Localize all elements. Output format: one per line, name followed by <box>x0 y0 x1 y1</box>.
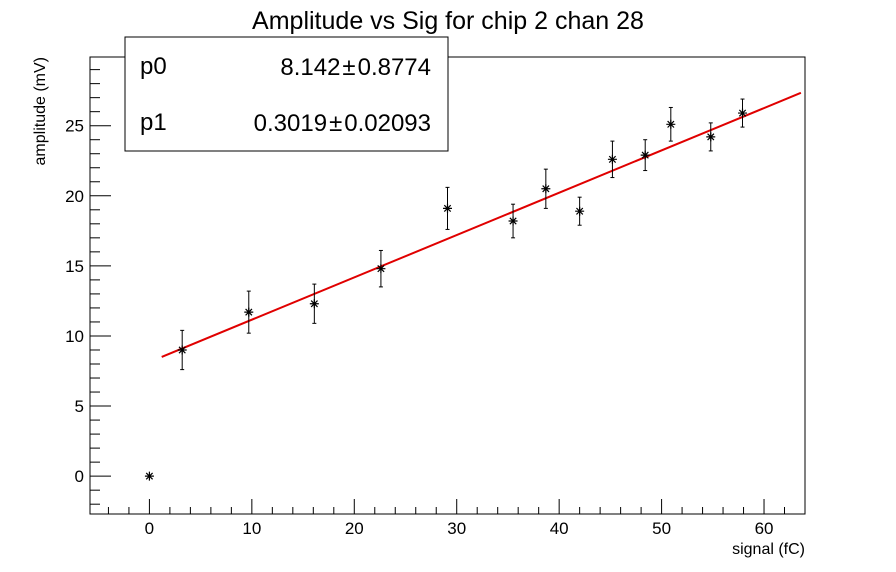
data-point <box>508 203 518 239</box>
star-marker <box>144 471 154 481</box>
data-point <box>244 290 254 334</box>
star-marker <box>738 108 748 118</box>
fit-line-layer <box>161 91 802 358</box>
data-point <box>575 196 585 226</box>
data-point <box>177 329 187 371</box>
data-point <box>541 168 551 209</box>
x-tick-label: 10 <box>242 519 261 538</box>
x-axis-label: signal (fC) <box>732 541 805 558</box>
y-tick-label: 10 <box>65 327 84 346</box>
data-point <box>640 139 650 172</box>
star-marker <box>508 216 518 226</box>
stat-p0-value: 8.142±0.8774 <box>280 54 431 81</box>
data-point <box>309 283 319 324</box>
star-marker <box>177 345 187 355</box>
x-tick-label: 30 <box>447 519 466 538</box>
y-axis-label: amplitude (mV) <box>32 57 49 165</box>
stat-p1-value: 0.3019±0.02093 <box>254 110 431 137</box>
star-marker <box>706 132 716 142</box>
star-marker <box>607 154 617 164</box>
y-tick-label: 20 <box>65 187 84 206</box>
stats-box-frame <box>124 36 449 152</box>
chart-title: Amplitude vs Sig for chip 2 chan 28 <box>252 7 644 35</box>
star-marker <box>541 184 551 194</box>
x-tick-label: 40 <box>550 519 569 538</box>
data-point <box>144 471 154 481</box>
star-marker <box>244 307 254 317</box>
star-marker <box>640 150 650 160</box>
data-point <box>738 98 748 128</box>
x-tick-label: 0 <box>145 519 154 538</box>
fit-line <box>161 91 802 358</box>
y-tick-label: 5 <box>75 397 84 416</box>
x-axis: 0 10 20 30 40 50 60 <box>107 499 806 538</box>
x-tick-label: 50 <box>652 519 671 538</box>
y-tick-label: 0 <box>75 467 84 486</box>
x-tick-label: 60 <box>755 519 774 538</box>
y-tick-label: 15 <box>65 257 84 276</box>
star-marker <box>666 119 676 129</box>
y-tick-label: 25 <box>65 117 84 136</box>
star-marker <box>443 203 452 213</box>
data-point <box>607 140 617 179</box>
data-point <box>666 106 676 142</box>
data-point <box>706 122 716 152</box>
data-point <box>443 186 452 230</box>
star-marker <box>309 299 319 309</box>
stat-p1-name: p1 <box>140 109 167 136</box>
star-marker <box>376 264 386 274</box>
fit-stats-box: p0 8.142±0.8774 p1 0.3019±0.02093 <box>124 36 449 152</box>
data-points-layer <box>144 98 748 481</box>
stat-p0-name: p0 <box>140 53 167 80</box>
x-tick-label: 20 <box>345 519 364 538</box>
data-point <box>376 249 386 288</box>
star-marker <box>575 206 585 216</box>
y-axis: 0 5 10 15 20 25 <box>65 69 111 505</box>
